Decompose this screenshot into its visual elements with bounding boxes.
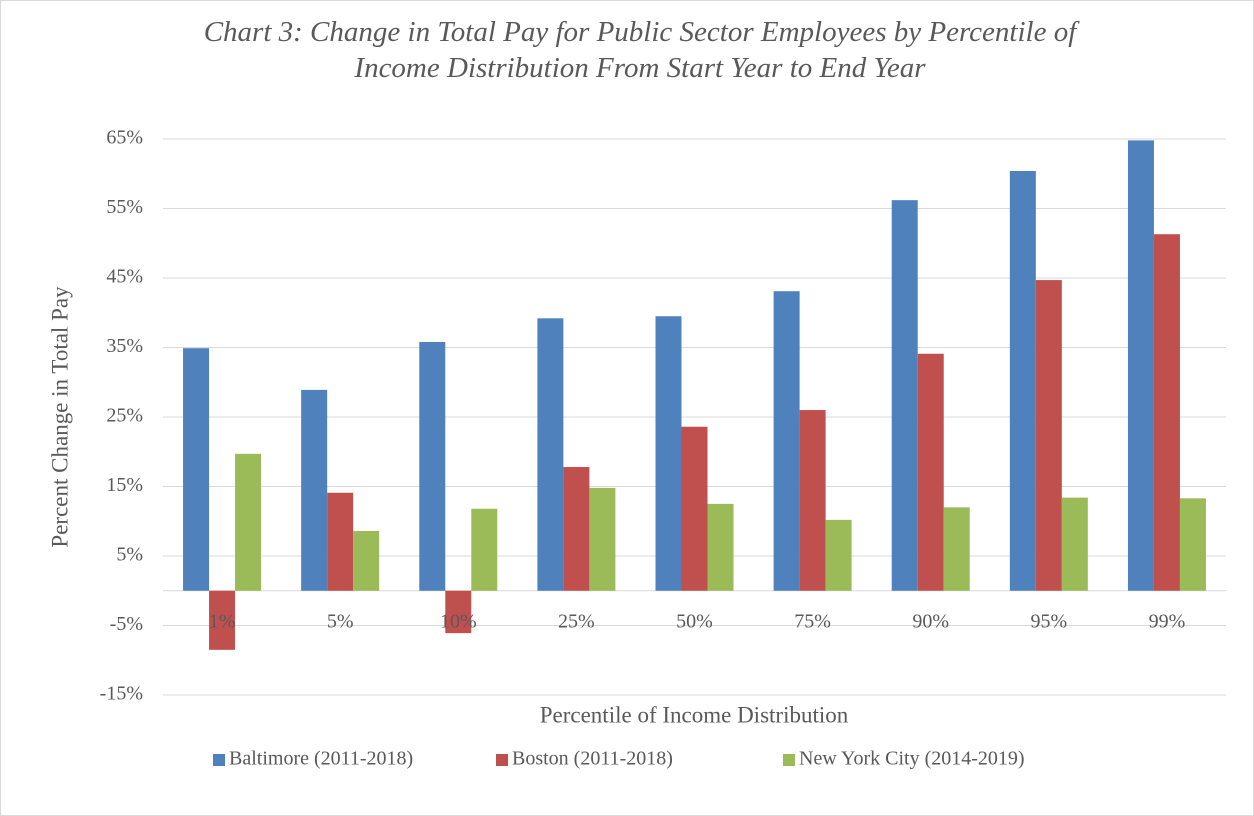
bar <box>471 508 498 591</box>
y-tick-label: 35% <box>106 335 143 357</box>
bar <box>773 291 800 591</box>
bar <box>537 318 564 591</box>
y-tick-label: -15% <box>100 683 143 705</box>
bar <box>327 492 354 591</box>
y-tick-label: 15% <box>106 474 143 496</box>
y-tick-label: 65% <box>106 127 143 149</box>
y-tick-label: 25% <box>106 405 143 427</box>
x-tick-label: 75% <box>794 610 831 632</box>
bar <box>419 341 446 591</box>
bar <box>353 530 380 591</box>
legend-label: Boston (2011-2018) <box>512 748 673 770</box>
bar <box>891 200 918 591</box>
bar <box>563 467 590 591</box>
y-tick-label: 45% <box>106 266 143 288</box>
bar <box>1009 170 1036 591</box>
legend-swatch <box>496 754 508 766</box>
bar <box>1127 140 1154 591</box>
x-axis-label: Percentile of Income Distribution <box>540 702 849 727</box>
x-tick-label: 5% <box>327 610 354 632</box>
x-tick-label: 99% <box>1149 610 1186 632</box>
bar <box>235 453 262 591</box>
x-tick-label: 50% <box>676 610 713 632</box>
bar <box>589 487 616 591</box>
bar <box>655 316 682 591</box>
bar <box>209 590 236 650</box>
x-tick-label: 90% <box>912 610 949 632</box>
legend-swatch <box>783 754 795 766</box>
x-tick-label: 25% <box>558 610 595 632</box>
y-tick-label: -5% <box>110 613 143 635</box>
bar <box>1179 498 1206 591</box>
bar <box>445 590 472 634</box>
x-tick-label: 10% <box>440 610 477 632</box>
x-tick-label: 1% <box>209 610 236 632</box>
bar <box>917 353 944 591</box>
legend-label: Baltimore (2011-2018) <box>229 748 413 770</box>
bar <box>301 389 328 591</box>
bar <box>1061 497 1088 591</box>
bar <box>825 519 852 591</box>
bar <box>1153 234 1180 591</box>
y-tick-label: 5% <box>116 544 143 566</box>
bar <box>707 503 734 591</box>
y-axis-label: Percent Change in Total Pay <box>47 286 72 548</box>
bar <box>681 426 708 591</box>
bar <box>799 410 826 591</box>
x-tick-label: 95% <box>1030 610 1067 632</box>
bar <box>183 348 210 591</box>
legend-label: New York City (2014-2019) <box>799 748 1025 770</box>
y-tick-label: 55% <box>106 196 143 218</box>
legend-swatch <box>213 754 225 766</box>
chart-title: Chart 3: Change in Total Pay for Public … <box>203 16 1077 84</box>
bar <box>943 507 970 591</box>
bar <box>1035 280 1062 591</box>
